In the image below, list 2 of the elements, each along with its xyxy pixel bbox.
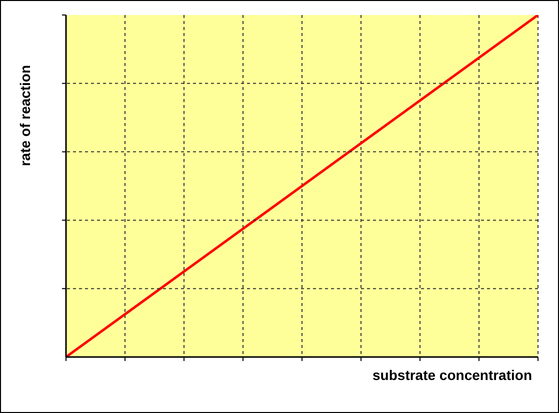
- y-axis-title: rate of reaction: [17, 65, 33, 166]
- x-axis-title: substrate concentration: [372, 367, 532, 383]
